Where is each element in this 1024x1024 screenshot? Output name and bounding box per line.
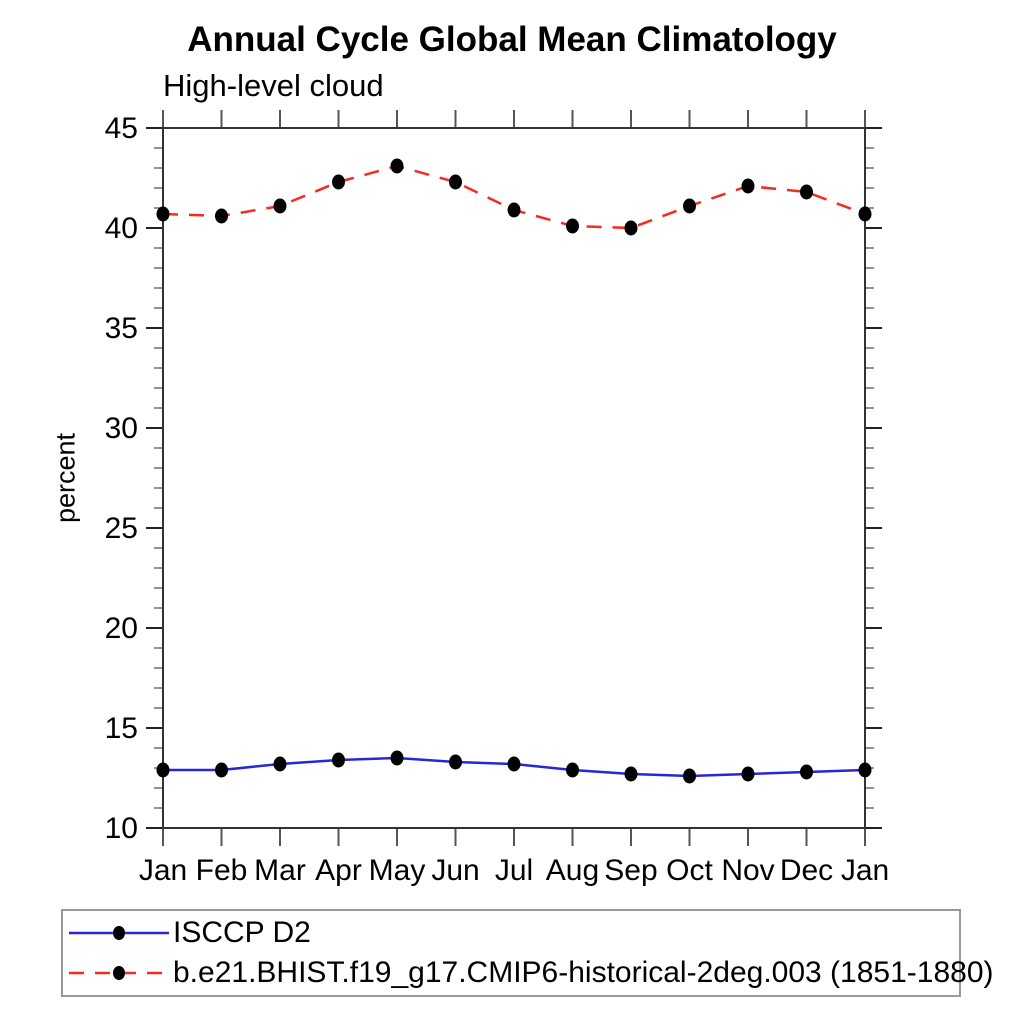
data-point-marker — [741, 766, 755, 782]
y-axis-tick-label: 35 — [105, 312, 138, 345]
legend-marker-dot-icon — [113, 926, 125, 940]
data-point-marker — [858, 206, 872, 222]
x-axis-tick-label: Feb — [196, 854, 248, 887]
plot-frame — [162, 127, 866, 829]
legend-row-isccp: ISCCP D2 — [68, 913, 959, 953]
data-point-marker — [741, 178, 755, 194]
data-point-marker — [566, 762, 579, 778]
legend-label-model: b.e21.BHIST.f19_g17.CMIP6-historical-2de… — [173, 956, 994, 989]
legend-sample-solid-line — [69, 926, 169, 940]
y-axis-tick-label: 45 — [105, 112, 138, 145]
x-axis-tick-label: Apr — [315, 854, 362, 887]
series-line-1 — [162, 164, 866, 230]
x-axis-tick-label: Nov — [721, 854, 774, 887]
legend-label-isccp: ISCCP D2 — [173, 916, 311, 949]
legend-box: ISCCP D2 b.e21.BHIST.f19_g17.CMIP6-histo… — [61, 909, 994, 997]
data-point-marker — [683, 198, 696, 214]
x-axis-tick-label: Jun — [431, 854, 479, 887]
data-point-marker — [332, 752, 345, 768]
data-point-marker — [390, 750, 404, 766]
data-point-marker — [624, 766, 638, 782]
legend-row-model: b.e21.BHIST.f19_g17.CMIP6-historical-2de… — [68, 953, 994, 993]
data-point-marker — [507, 756, 521, 772]
y-axis-tick-label: 15 — [105, 712, 138, 745]
x-axis-tick-label: Aug — [546, 854, 599, 887]
data-point-marker — [624, 220, 638, 236]
data-point-marker — [215, 762, 228, 778]
data-point-marker — [800, 184, 813, 200]
x-axis-tick-label: Dec — [780, 854, 833, 887]
data-point-marker — [273, 198, 287, 214]
chart-title: Annual Cycle Global Mean Climatology — [187, 20, 837, 59]
data-point-marker — [449, 174, 462, 190]
legend-marker-dot-icon — [113, 966, 125, 980]
y-axis-tick-label: 20 — [105, 612, 138, 645]
chart-subtitle: High-level cloud — [163, 68, 384, 103]
x-axis-tick-label: Jan — [139, 854, 187, 887]
x-axis-tick-label: Oct — [666, 854, 713, 887]
data-point-marker — [215, 208, 228, 224]
data-point-marker — [800, 764, 813, 780]
data-point-marker — [156, 762, 170, 778]
data-point-marker — [683, 768, 696, 784]
y-axis-tick-label: 30 — [105, 412, 138, 445]
data-point-marker — [858, 762, 872, 778]
data-point-marker — [507, 202, 521, 218]
x-axis-tick-label: Jul — [495, 854, 533, 887]
x-axis-tick-label: Sep — [604, 854, 657, 887]
y-axis-tick-label: 25 — [105, 512, 138, 545]
legend-sample-dashed-line — [69, 966, 169, 980]
data-point-marker — [332, 174, 345, 190]
x-axis-tick-label: Jan — [841, 854, 889, 887]
y-axis-tick-label: 10 — [105, 812, 138, 845]
x-axis-tick-label: Mar — [254, 854, 306, 887]
data-point-marker — [390, 158, 404, 174]
x-axis-tick-label: May — [369, 854, 426, 887]
data-point-marker — [566, 218, 579, 234]
y-axis-tick-label: 40 — [105, 212, 138, 245]
data-point-marker — [449, 754, 462, 770]
data-point-marker — [273, 756, 287, 772]
data-point-marker — [156, 206, 170, 222]
